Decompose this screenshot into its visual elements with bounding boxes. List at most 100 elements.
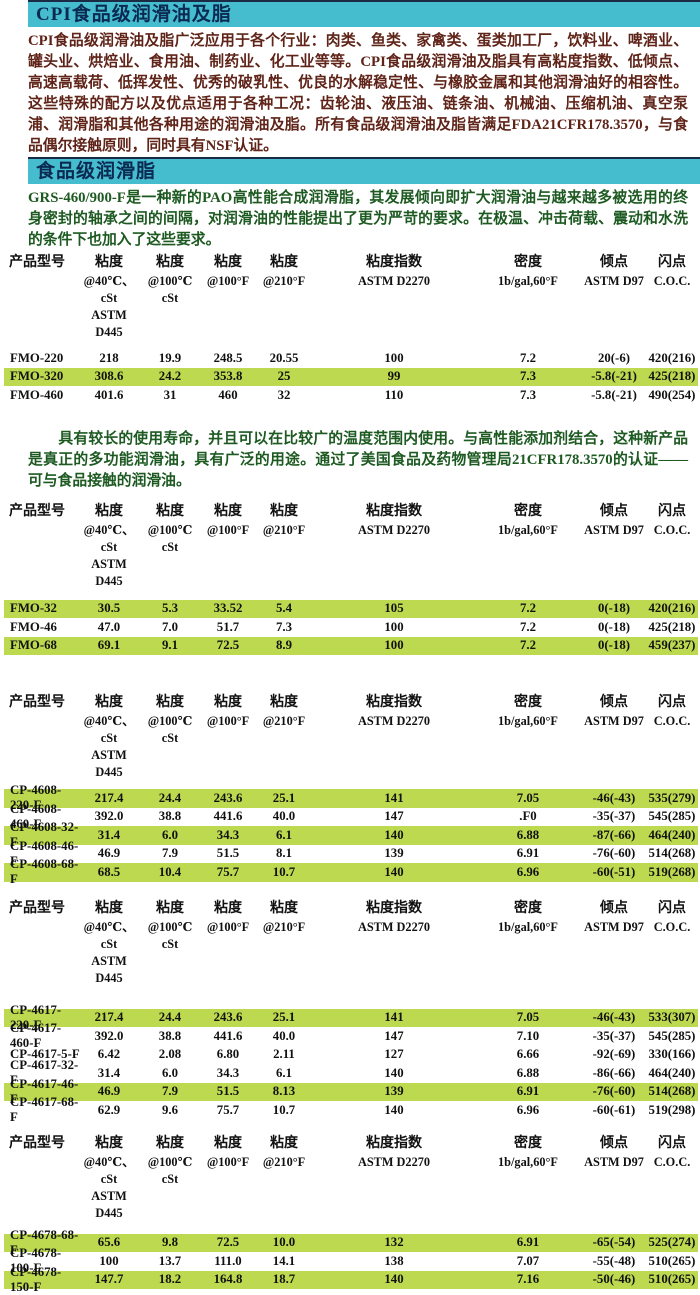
column-header-line: @100°F bbox=[206, 714, 250, 728]
table-cell: 6.91 bbox=[516, 1084, 540, 1099]
table-cell: -46(-43) bbox=[592, 1010, 636, 1025]
column-header-line: 产品型号 bbox=[9, 695, 65, 710]
column-header: 粘度指数 ASTM D2270 bbox=[314, 1134, 474, 1222]
column-header-line bbox=[474, 730, 582, 747]
spec-table-cp4608: 产品型号 粘度 @40℃、cSt ASTM D445 粘度 @100℃ cSt 粘度 @100… bbox=[4, 693, 698, 886]
column-header-line: 1b/gal,60°F bbox=[498, 919, 558, 934]
column-header: 粘度 @40℃、cSt ASTM D445 bbox=[80, 693, 138, 781]
product-model: CP-4617-460-F bbox=[10, 1021, 62, 1051]
table-header-row: 产品型号 粘度 @40℃、cSt ASTM D445 粘度 @100℃ cSt 粘度 @100… bbox=[4, 693, 698, 781]
table-cell: 72.5 bbox=[216, 1235, 240, 1250]
table-cell: 24.2 bbox=[158, 369, 182, 384]
column-header-line: 倾点 bbox=[600, 900, 628, 916]
column-header-line: 粘度指数 bbox=[366, 255, 422, 270]
column-header-line: ASTM D2270 bbox=[357, 522, 431, 537]
table-cell: 6.96 bbox=[516, 1102, 540, 1117]
table-row: FMO-320 308.6 24.2 353.8 25 99 7.3 -5.8(-21) 425… bbox=[4, 367, 698, 386]
table-cell: 31 bbox=[163, 387, 177, 402]
table-row: CP-4617-220-F 217.4 24.4 243.6 25.1 141 7.05 -4… bbox=[4, 1003, 698, 1032]
table-cell: 100 bbox=[384, 638, 404, 653]
spec-table-cp4678: 产品型号 粘度 @40℃、cSt ASTM D445 粘度 @100℃ cSt 粘度 @100… bbox=[4, 1134, 698, 1294]
table-cell: 7.9 bbox=[162, 846, 178, 861]
table-cell: 132 bbox=[384, 1235, 404, 1250]
table-row: CP-4617-460-F 392.0 38.8 441.6 40.0 147 7.10 -3… bbox=[4, 1021, 698, 1050]
table-row: CP-4617-68-F 62.9 9.6 75.7 10.7 140 6.96 -60(-6… bbox=[4, 1095, 698, 1124]
table-cell: 13.7 bbox=[158, 1253, 182, 1268]
column-header-line: 1b/gal,60°F bbox=[498, 522, 558, 537]
table-cell: -76(-60) bbox=[592, 1084, 636, 1099]
spec-table-fmo-low: 产品型号 粘度 @40℃、cSt ASTM D445 粘度 @100℃ cSt 粘度 @100… bbox=[4, 502, 698, 655]
table-body: FMO-220 218 19.9 248.5 20.55 100 7.2 20(-6) 420(… bbox=[4, 349, 698, 405]
table-cell: 46.9 bbox=[97, 846, 121, 861]
table-cell: 535(279) bbox=[648, 790, 696, 805]
column-header-line bbox=[646, 730, 698, 747]
table-cell: 441.6 bbox=[213, 809, 243, 824]
column-header-line bbox=[138, 953, 202, 970]
table-row: CP-4608-32-F 31.4 6.0 34.3 6.1 140 6.88 -87(-66… bbox=[4, 820, 698, 849]
column-header-line: 粘度指数 bbox=[366, 695, 422, 710]
table-cell: -65(-54) bbox=[592, 1235, 636, 1250]
table-cell: 10.4 bbox=[158, 864, 182, 879]
table-cell: 459(237) bbox=[648, 638, 696, 653]
table-body: CP-4678-68-F 65.6 9.8 72.5 10.0 132 6.91 -65(-5… bbox=[4, 1228, 698, 1294]
table-cell: 330(166) bbox=[648, 1047, 696, 1062]
table-cell: 514(268) bbox=[648, 846, 696, 861]
column-header: 粘度指数 ASTM D2270 bbox=[314, 253, 474, 341]
table-cell: 20.55 bbox=[269, 350, 299, 365]
table-cell: 14.1 bbox=[272, 1253, 296, 1268]
column-header: 密度 1b/gal,60°F bbox=[474, 253, 582, 341]
table-cell: 18.2 bbox=[158, 1272, 182, 1287]
column-header-line: @40℃、cSt bbox=[83, 714, 135, 745]
table-cell: 51.5 bbox=[216, 846, 240, 861]
column-header-line: 粘度 bbox=[270, 695, 298, 710]
column-header: 产品型号 bbox=[4, 693, 80, 781]
table-cell: 62.9 bbox=[97, 1102, 121, 1117]
table-cell: 0(-18) bbox=[598, 601, 630, 616]
column-header: 粘度 @100°F bbox=[202, 253, 254, 341]
section-title-food-grade-grease: 食品级润滑脂 bbox=[28, 157, 700, 184]
table-cell: 6.0 bbox=[162, 827, 178, 842]
column-header-line: ASTM D97 bbox=[584, 522, 644, 537]
column-header-line bbox=[138, 1188, 202, 1205]
column-header: 密度 1b/gal,60°F bbox=[474, 1134, 582, 1222]
column-header-line: 闪点 bbox=[658, 695, 686, 710]
product-model: FMO-220 bbox=[10, 350, 64, 365]
column-header-line bbox=[314, 290, 474, 307]
product-model: CP-4617-68-F bbox=[10, 1095, 79, 1125]
column-header-line: 粘度 bbox=[214, 695, 242, 710]
table-row: FMO-460 401.6 31 460 32 110 7.3 -5.8(-21) 490(25… bbox=[4, 386, 698, 405]
column-header: 产品型号 bbox=[4, 1134, 80, 1222]
column-header-line: ASTM D445 bbox=[91, 953, 127, 985]
table-cell: 243.6 bbox=[213, 1010, 243, 1025]
table-header-row: 产品型号 粘度 @40℃、cSt ASTM D445 粘度 @100℃ cSt 粘度 @100… bbox=[4, 502, 698, 590]
product-model: FMO-68 bbox=[10, 638, 57, 653]
column-header-line: C.O.C. bbox=[653, 919, 691, 934]
table-cell: 30.5 bbox=[97, 601, 121, 616]
column-header-line: 闪点 bbox=[658, 900, 686, 916]
column-header: 粘度 @40℃、cSt ASTM D445 bbox=[80, 899, 138, 987]
product-model: CP-4617-220-F bbox=[10, 1002, 62, 1032]
table-cell: -5.8(-21) bbox=[591, 369, 637, 384]
column-header-line bbox=[9, 1171, 80, 1188]
table-cell: -35(-37) bbox=[592, 1028, 636, 1043]
column-header: 产品型号 bbox=[4, 502, 80, 590]
column-header-line bbox=[582, 1171, 646, 1188]
section-title-text: 食品级润滑脂 bbox=[36, 161, 157, 182]
column-header: 粘度 @40℃、cSt ASTM D445 bbox=[80, 502, 138, 590]
table-cell: -60(-61) bbox=[592, 1102, 636, 1117]
column-header-line bbox=[646, 936, 698, 953]
column-header-line bbox=[9, 713, 80, 730]
table-cell: 51.7 bbox=[216, 619, 240, 634]
table-cell: 519(298) bbox=[648, 1102, 696, 1117]
table-row: FMO-68 69.1 9.1 72.5 8.9 100 7.2 0(-18) 459(237) bbox=[4, 636, 698, 655]
table-cell: -60(-51) bbox=[592, 864, 636, 879]
table-cell: 105 bbox=[384, 601, 404, 616]
table-cell: 6.1 bbox=[276, 1065, 292, 1080]
column-header-line bbox=[582, 730, 646, 747]
table-row: CP-4608-68-F 68.5 10.4 75.7 10.7 140 6.96 -60(-… bbox=[4, 857, 698, 886]
column-header-line bbox=[646, 539, 698, 556]
table-cell: 425(218) bbox=[648, 619, 696, 634]
column-header-line bbox=[474, 936, 582, 953]
table-cell: -50(-46) bbox=[592, 1272, 636, 1287]
table-cell: 308.6 bbox=[94, 369, 124, 384]
